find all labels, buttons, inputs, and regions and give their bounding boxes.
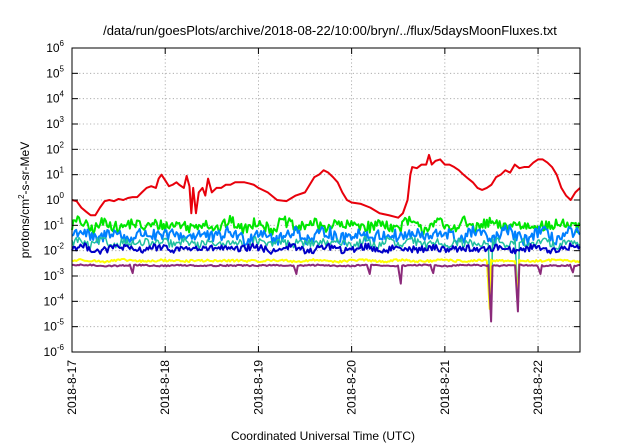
y-tick-label: 103 bbox=[46, 115, 64, 131]
x-tick-label: 2018-8-17 bbox=[65, 360, 79, 415]
series-line-7 bbox=[71, 263, 581, 323]
y-tick-label: 100 bbox=[46, 191, 64, 207]
x-axis-tick-labels: 2018-8-17 2018-8-18 2018-8-19 2018-8-20 2018… bbox=[65, 360, 545, 415]
chart-title: /data/run/goesPlots/archive/2018-08-22/1… bbox=[103, 23, 557, 38]
grid bbox=[72, 48, 580, 352]
x-tick-label: 2018-8-19 bbox=[251, 360, 265, 415]
y-tick-label: 10-5 bbox=[44, 318, 65, 334]
y-tick-label: 10-1 bbox=[44, 216, 65, 232]
y-tick-label: 10-6 bbox=[44, 343, 65, 359]
y-tick-label: 10-3 bbox=[44, 267, 65, 283]
y-tick-label: 101 bbox=[46, 166, 64, 182]
axis-ticks bbox=[71, 47, 580, 353]
x-axis-label: Coordinated Universal Time (UTC) bbox=[231, 429, 415, 443]
x-tick-label: 2018-8-21 bbox=[438, 360, 452, 415]
x-tick-label: 2018-8-22 bbox=[531, 360, 545, 415]
y-axis-tick-labels: 10-6 10-5 10-4 10-3 10-2 10-1 100 101 102 103 104 1… bbox=[44, 39, 65, 359]
y-tick-label: 102 bbox=[46, 140, 64, 156]
y-axis-label: protons/cm2-s-sr-MeV bbox=[17, 142, 32, 258]
y-tick-label: 105 bbox=[46, 64, 64, 80]
y-tick-label: 104 bbox=[46, 90, 64, 106]
series-line-5 bbox=[71, 242, 581, 255]
series-line-1 bbox=[71, 153, 581, 219]
series-line-6 bbox=[71, 257, 581, 310]
y-tick-label: 106 bbox=[46, 39, 64, 55]
y-tick-label: 10-4 bbox=[44, 292, 65, 308]
series-line-2 bbox=[71, 214, 581, 236]
x-tick-label: 2018-8-20 bbox=[345, 360, 359, 415]
x-tick-label: 2018-8-18 bbox=[158, 360, 172, 415]
series-layer bbox=[71, 153, 581, 323]
y-tick-label: 10-2 bbox=[44, 242, 65, 258]
